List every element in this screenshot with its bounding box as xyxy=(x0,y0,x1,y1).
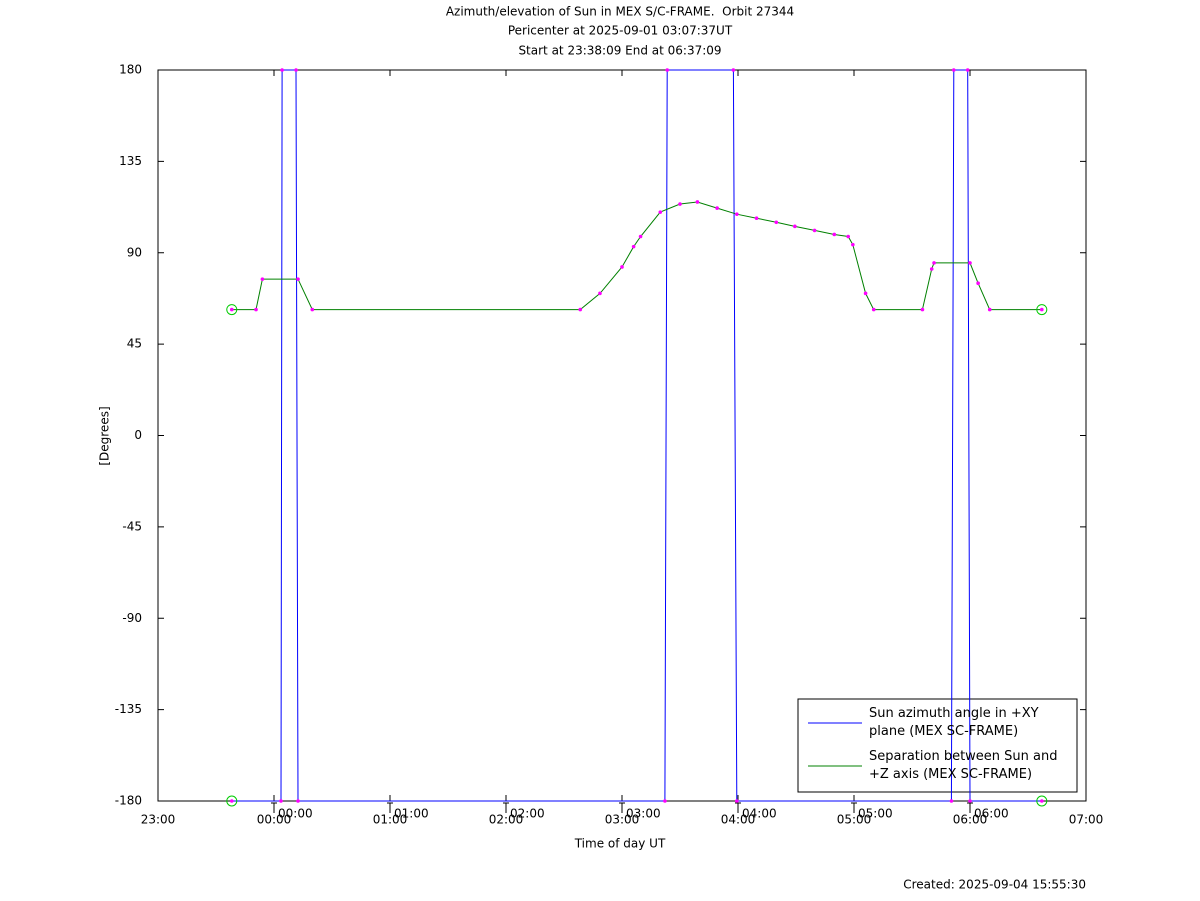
legend-label: Sun azimuth angle in +XY plane (MEX SC-F… xyxy=(869,706,1039,739)
y-tick-label: 45 xyxy=(127,337,142,351)
point-marker xyxy=(735,212,739,216)
x-tick-label: 00:00 xyxy=(257,813,292,827)
point-marker xyxy=(965,68,970,72)
x-tick-label: 03:00 xyxy=(605,813,640,827)
point-marker xyxy=(578,307,583,312)
point-marker xyxy=(598,291,602,296)
point-marker xyxy=(863,291,868,296)
x-tick-label: 04:00 xyxy=(721,813,756,827)
point-marker xyxy=(631,244,636,249)
point-marker xyxy=(294,68,298,72)
point-marker xyxy=(851,242,855,247)
x-tick-label: 06:00 xyxy=(953,813,988,827)
point-marker xyxy=(658,210,663,214)
time-mark-label: 06:00 xyxy=(974,807,1009,821)
point-marker xyxy=(949,799,954,803)
y-tick-label: -90 xyxy=(122,611,142,625)
time-mark-label: 02:00 xyxy=(510,807,545,821)
x-axis-label: Time of day UT xyxy=(574,837,666,851)
endpoint-marker xyxy=(1036,304,1048,316)
series-line xyxy=(231,69,1042,802)
endpoint-marker xyxy=(1036,795,1048,807)
time-mark-label: 00:00 xyxy=(278,807,313,821)
point-marker xyxy=(678,202,682,206)
x-tick-label: 07:00 xyxy=(1069,813,1104,827)
series-line xyxy=(231,201,1042,311)
point-marker xyxy=(229,799,234,803)
time-mark-label: 03:00 xyxy=(626,807,661,821)
x-tick-label: 05:00 xyxy=(837,813,872,827)
y-tick-label: -180 xyxy=(115,794,142,808)
x-tick-label: 01:00 xyxy=(373,813,408,827)
point-marker xyxy=(715,206,719,210)
point-marker xyxy=(229,307,234,312)
point-marker xyxy=(695,200,700,204)
point-marker xyxy=(638,234,643,239)
x-tick-label: 23:00 xyxy=(141,813,176,827)
point-marker xyxy=(310,307,315,312)
chart-subtitle: Pericenter at 2025-09-01 03:07:37UT xyxy=(508,24,733,38)
endpoint-marker xyxy=(226,304,238,316)
chart-title: Azimuth/elevation of Sun in MEX S/C-FRAM… xyxy=(446,5,794,19)
point-marker xyxy=(620,265,624,269)
point-marker xyxy=(968,799,972,803)
point-marker xyxy=(929,267,934,271)
point-marker xyxy=(774,220,779,225)
y-tick-label: -135 xyxy=(115,702,142,716)
point-marker xyxy=(296,799,300,803)
endpoint-marker xyxy=(226,795,238,807)
y-tick-label: 135 xyxy=(119,154,142,168)
legend-label: Separation between Sun and +Z axis (MEX … xyxy=(869,749,1058,782)
point-marker xyxy=(871,307,876,312)
point-marker xyxy=(812,228,817,233)
point-marker xyxy=(663,799,667,803)
point-marker xyxy=(987,307,992,312)
point-marker xyxy=(280,68,284,72)
y-tick-label: -45 xyxy=(122,519,142,533)
point-marker xyxy=(731,68,736,72)
point-marker xyxy=(846,234,850,239)
point-marker xyxy=(1040,799,1044,803)
footer: Created: 2025-09-04 15:55:30 xyxy=(903,878,1086,892)
point-marker xyxy=(968,261,972,265)
legend-box xyxy=(797,698,1078,793)
point-marker xyxy=(735,799,739,803)
time-mark-label: 01:00 xyxy=(394,807,429,821)
point-marker xyxy=(254,307,258,312)
point-marker xyxy=(665,68,670,72)
point-marker xyxy=(920,307,925,312)
point-marker xyxy=(976,281,980,286)
point-marker xyxy=(951,68,956,72)
point-marker xyxy=(932,261,936,265)
point-marker xyxy=(754,216,759,221)
y-axis-label: [Degrees] xyxy=(98,406,112,465)
point-marker xyxy=(832,232,837,237)
y-tick-label: 180 xyxy=(119,63,142,77)
point-marker xyxy=(296,277,300,281)
point-marker xyxy=(1040,307,1044,312)
point-marker xyxy=(793,224,797,229)
time-mark-label: 04:00 xyxy=(742,807,777,821)
point-marker xyxy=(279,799,283,803)
x-tick-label: 02:00 xyxy=(489,813,524,827)
y-tick-label: 0 xyxy=(134,428,142,442)
time-mark-label: 05:00 xyxy=(858,807,893,821)
y-tick-label: 90 xyxy=(127,245,142,259)
point-marker xyxy=(260,277,265,281)
chart-subtitle: Start at 23:38:09 End at 06:37:09 xyxy=(518,44,721,58)
